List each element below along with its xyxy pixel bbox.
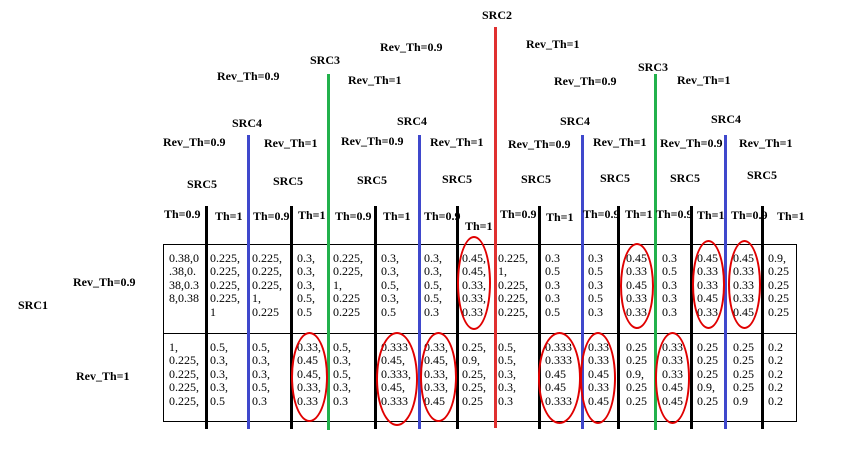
src5-label: SRC5 xyxy=(747,168,778,182)
table-cell: 0.225, 0.225, 1, 0.225 0.225 xyxy=(333,252,363,319)
src5-line-8 xyxy=(761,206,764,429)
src5-line-6 xyxy=(617,206,620,429)
table-cell: 0.225, 0.225, 0.225, 1, 0.225 xyxy=(252,252,282,319)
th-label: Th=1 xyxy=(777,209,805,223)
src3-left-rev-th-1-label: Rev_Th=1 xyxy=(348,73,402,87)
th-label: Th=0.9 xyxy=(583,207,620,221)
table-cell: 0.9, 0.25 0.25 0.25 0.25 xyxy=(768,252,789,319)
src2-label: SRC2 xyxy=(482,8,513,22)
src1-label: SRC1 xyxy=(18,298,49,312)
th-label: Th=0.9 xyxy=(500,207,537,221)
src4-line-3 xyxy=(581,135,584,429)
src3-right-rev-th-1-label: Rev_Th=1 xyxy=(677,73,731,87)
table-cell: 0.5, 0.5, 0.3, 0.3, 0.3 xyxy=(498,341,516,408)
src4-line-1 xyxy=(247,135,250,429)
table-cell: 0.25 0.25 0.25 0.25 0.9 xyxy=(733,341,754,408)
src5-line-2 xyxy=(290,206,293,429)
th-label: Th=0.9 xyxy=(164,207,201,221)
table-cell: 0.5, 0.3, 0.3, 0.5, 0.3 xyxy=(252,341,270,408)
src5-line-7 xyxy=(690,206,693,429)
th-label: Th=1 xyxy=(383,209,411,223)
th-label: Th=0.9 xyxy=(424,209,461,223)
src4-label-1: SRC4 xyxy=(232,116,263,130)
table-cell: 0.2 0.2 0.2 0.2 0.2 xyxy=(768,341,783,408)
table-cell: 0.3, 0.3, 0.3, 0.5, 0.5 xyxy=(297,252,315,319)
table-cell: 0.3 0.5 0.3 0.5 0.3 xyxy=(588,252,603,319)
highlight-ellipse xyxy=(692,240,725,329)
src3-label-left: SRC3 xyxy=(310,53,341,67)
src4-label-3: SRC4 xyxy=(560,114,591,128)
row-separator xyxy=(163,333,797,334)
highlight-ellipse xyxy=(420,332,457,422)
src4-rev-label: Rev_Th=0.9 xyxy=(508,137,571,151)
table-cell: 0.225, 0.225, 0.225, 0.225, 1 xyxy=(210,252,240,319)
table-cell: 0.3 0.5 0.3 0.3 0.5 xyxy=(545,252,560,319)
highlight-ellipse xyxy=(376,332,418,426)
src5-label: SRC5 xyxy=(670,171,701,185)
highlight-ellipse xyxy=(538,332,581,424)
src1-rev-th-09-label: Rev_Th=0.9 xyxy=(73,275,136,289)
th-label: Th=1 xyxy=(465,219,493,233)
table-cell: 0.38,0 .38,0. 38,0.3 8,0.38 xyxy=(169,252,199,306)
th-label: Th=1 xyxy=(697,208,725,222)
src4-rev-label: Rev_Th=1 xyxy=(593,135,647,149)
table-cell: 0.5, 0.3, 0.5, 0.3, 0.3 xyxy=(333,341,351,408)
src5-line-3 xyxy=(374,206,377,429)
src4-rev-label: Rev_Th=0.9 xyxy=(341,134,404,148)
src4-rev-label: Rev_Th=0.9 xyxy=(660,136,723,150)
src3-label-right: SRC3 xyxy=(638,60,669,74)
src5-label: SRC5 xyxy=(600,171,631,185)
th-label: Th=1 xyxy=(298,208,326,222)
highlight-ellipse xyxy=(620,243,654,329)
src5-label: SRC5 xyxy=(521,172,552,186)
src2-line xyxy=(494,27,497,428)
table-cell: 0.25 0.25 0.25 0.9, 0.25 xyxy=(697,341,718,408)
table-cell: 0.225, 1, 0.225, 0.225, 0.225, xyxy=(498,252,528,319)
src4-label-4: SRC4 xyxy=(711,112,742,126)
src3-left-rev-th-09-label: Rev_Th=0.9 xyxy=(217,69,280,83)
table-cell: 0.25 0.25 0.9, 0.25 0.25 xyxy=(626,341,647,408)
th-label: Th=0.9 xyxy=(335,209,372,223)
highlight-ellipse xyxy=(457,236,491,330)
table-cell: 0.3, 0.3, 0.5, 0.5, 0.3 xyxy=(424,252,442,319)
src5-line-5 xyxy=(538,206,541,429)
src5-label: SRC5 xyxy=(273,174,304,188)
src4-rev-label: Rev_Th=1 xyxy=(264,136,318,150)
src4-label-2: SRC4 xyxy=(397,114,428,128)
src1-rev-th-1-label: Rev_Th=1 xyxy=(76,369,130,383)
src4-rev-label: Rev_Th=0.9 xyxy=(163,135,226,149)
src3-line-left xyxy=(327,74,330,430)
table-cell: 1, 0.225, 0.225, 0.225, 0.225, xyxy=(169,341,199,408)
src4-rev-label: Rev_Th=1 xyxy=(739,136,793,150)
table-cell: 0.3, 0.3, 0.5, 0.3, 0.5 xyxy=(381,252,399,319)
table-cell: 0.25, 0.9, 0.25, 0.25, 0.25 xyxy=(462,341,486,408)
src5-label: SRC5 xyxy=(357,173,388,187)
highlight-ellipse xyxy=(655,332,690,424)
src5-label: SRC5 xyxy=(187,177,218,191)
highlight-ellipse xyxy=(291,332,328,422)
th-label: Th=0.9 xyxy=(731,208,768,222)
src4-line-4 xyxy=(724,135,727,429)
highlight-ellipse xyxy=(728,240,761,329)
src4-line-2 xyxy=(418,135,421,429)
src2-rev-th-09-label: Rev_Th=0.9 xyxy=(380,40,443,54)
table-cell: 0.3 0.5 0.3 0.3 0.3 xyxy=(662,252,677,319)
th-label: Th=1 xyxy=(215,209,243,223)
table-cell: 0.5, 0.3, 0.3, 0.3, 0.5 xyxy=(210,341,228,408)
th-label: Th=1 xyxy=(546,210,574,224)
src5-line-4 xyxy=(456,206,459,429)
th-label: Th=0.9 xyxy=(253,209,290,223)
src2-rev-th-1-label: Rev_Th=1 xyxy=(526,37,580,51)
src3-line-right xyxy=(654,74,657,430)
src5-line-1 xyxy=(205,206,208,429)
th-label: Th=1 xyxy=(625,207,653,221)
src3-right-rev-th-09-label: Rev_Th=0.9 xyxy=(554,74,617,88)
src4-rev-label: Rev_Th=1 xyxy=(430,135,484,149)
src5-label: SRC5 xyxy=(442,172,473,186)
th-label: Th=0.9 xyxy=(656,207,693,221)
highlight-ellipse xyxy=(580,332,616,424)
